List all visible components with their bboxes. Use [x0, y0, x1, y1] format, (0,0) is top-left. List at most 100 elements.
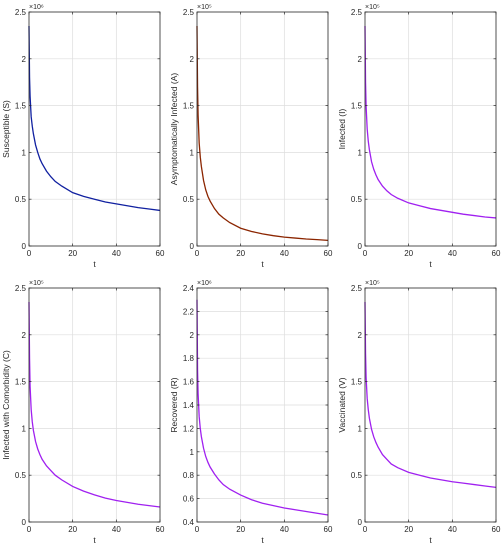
series-line: [364, 302, 497, 489]
y-tick-label: 0.5: [351, 471, 363, 480]
y-tick-label: 2.4: [183, 284, 195, 293]
panel-3: 0 20 40 60 0 0.5 1 1.5 2 2.5×10⁵ t Infected (I): [337, 4, 501, 269]
y-tick-label: 2.5: [15, 284, 27, 293]
plot-area: [29, 288, 160, 522]
y-tick-label: 1: [358, 148, 363, 157]
x-tick-label: 0: [363, 249, 368, 258]
y-axis-label: Infected (I): [337, 109, 347, 150]
x-axis-label: t: [261, 535, 264, 545]
y-tick-label: 0.5: [15, 195, 27, 204]
x-tick-label: 60: [324, 249, 333, 258]
plot-area: [365, 288, 496, 522]
x-tick-label: 20: [68, 525, 77, 534]
panel-6: 0 20 40 60 0 0.5 1 1.5 2 2.5×10⁵ t Vaccinated (V): [337, 280, 501, 545]
series-line: [28, 302, 161, 508]
y-tick-label: 2.2: [183, 307, 195, 316]
x-tick-label: 0: [363, 525, 368, 534]
y-tick-label: 2: [22, 55, 27, 64]
y-tick-label: 0: [22, 242, 27, 251]
axes-frame: [364, 11, 497, 247]
x-tick-label: 20: [404, 249, 413, 258]
y-tick-label: 1.6: [183, 378, 195, 387]
x-tick-label: 40: [280, 249, 289, 258]
y-multiplier-label: ×10⁶: [197, 280, 212, 287]
y-axis-label: Infected with Comorbidity (C): [1, 350, 11, 460]
y-tick-label: 0: [190, 242, 195, 251]
x-tick-label: 0: [195, 525, 200, 534]
y-tick-label: 0.5: [15, 471, 27, 480]
y-tick-label: 1: [190, 448, 195, 457]
y-multiplier-label: ×10⁵: [365, 280, 380, 287]
x-tick-label: 0: [27, 249, 32, 258]
y-multiplier-label: ×10⁵: [365, 4, 380, 11]
y-tick-label: 0: [22, 518, 27, 527]
y-tick-label: 2: [358, 331, 363, 340]
y-tick-label: 1: [190, 148, 195, 157]
x-tick-label: 20: [404, 525, 413, 534]
panel-5: 0 20 40 60 0.4 0.6 0.8 1 1.2 1.4 1.6 1.8 2 2.2 2.4×10⁶…: [169, 280, 333, 545]
x-tick-label: 40: [112, 249, 121, 258]
y-tick-label: 1: [22, 424, 27, 433]
y-tick-label: 2: [22, 331, 27, 340]
plot-area: [29, 12, 160, 246]
axes-frame: [28, 11, 161, 247]
y-tick-label: 0.5: [351, 195, 363, 204]
x-tick-label: 40: [280, 525, 289, 534]
y-tick-label: 1.5: [351, 378, 363, 387]
y-axis-label: Susceptible (S): [1, 100, 11, 158]
y-tick-label: 2.5: [351, 8, 363, 17]
x-axis-label: t: [429, 259, 432, 269]
x-tick-label: 60: [156, 525, 165, 534]
y-tick-label: 1.2: [183, 424, 195, 433]
axes-frame: [196, 11, 329, 247]
axes-frame: [364, 287, 497, 523]
x-tick-label: 60: [492, 525, 501, 534]
x-axis-label: t: [93, 535, 96, 545]
y-tick-label: 1.8: [183, 354, 195, 363]
x-axis-label: t: [93, 259, 96, 269]
y-tick-label: 0: [358, 518, 363, 527]
x-axis-label: t: [429, 535, 432, 545]
y-tick-label: 1.5: [183, 102, 195, 111]
plot-area: [197, 12, 328, 246]
series-line: [28, 26, 161, 212]
series-line: [196, 26, 329, 242]
y-tick-label: 2.5: [183, 8, 195, 17]
x-tick-label: 40: [448, 249, 457, 258]
x-tick-label: 60: [156, 249, 165, 258]
y-multiplier-label: ×10⁵: [29, 280, 44, 287]
y-axis-label: Recovered (R): [169, 377, 179, 432]
panel-1: 0 20 40 60 0 0.5 1 1.5 2 2.5×10⁶ t Susceptible (S): [1, 4, 165, 269]
y-multiplier-label: ×10⁵: [197, 4, 212, 11]
x-tick-label: 20: [236, 249, 245, 258]
y-tick-label: 2.5: [15, 8, 27, 17]
y-tick-label: 1: [358, 424, 363, 433]
panel-4: 0 20 40 60 0 0.5 1 1.5 2 2.5×10⁵ t Infected with Co…: [1, 280, 165, 545]
y-tick-label: 2: [358, 55, 363, 64]
y-tick-label: 0: [358, 242, 363, 251]
series-line: [364, 26, 497, 219]
y-axis-label: Asymptomatically Infected (A): [169, 73, 179, 186]
y-tick-label: 2: [190, 55, 195, 64]
series-line: [196, 299, 329, 516]
y-tick-label: 1.5: [351, 102, 363, 111]
y-tick-label: 1.5: [15, 102, 27, 111]
y-multiplier-label: ×10⁶: [29, 4, 44, 11]
y-tick-label: 0.8: [183, 471, 195, 480]
x-tick-label: 60: [324, 525, 333, 534]
x-tick-label: 0: [195, 249, 200, 258]
x-tick-label: 60: [492, 249, 501, 258]
y-tick-label: 0.4: [183, 518, 195, 527]
x-axis-label: t: [261, 259, 264, 269]
x-tick-label: 40: [112, 525, 121, 534]
plot-area: [365, 12, 496, 246]
y-tick-label: 0.6: [183, 495, 195, 504]
y-tick-label: 2: [190, 331, 195, 340]
y-tick-label: 1.4: [183, 401, 195, 410]
panel-2: 0 20 40 60 0 0.5 1 1.5 2 2.5×10⁵ t Asymptomatically…: [169, 4, 333, 269]
y-tick-label: 0.5: [183, 195, 195, 204]
y-tick-label: 1.5: [15, 378, 27, 387]
y-tick-label: 1: [22, 148, 27, 157]
axes-frame: [28, 287, 161, 523]
